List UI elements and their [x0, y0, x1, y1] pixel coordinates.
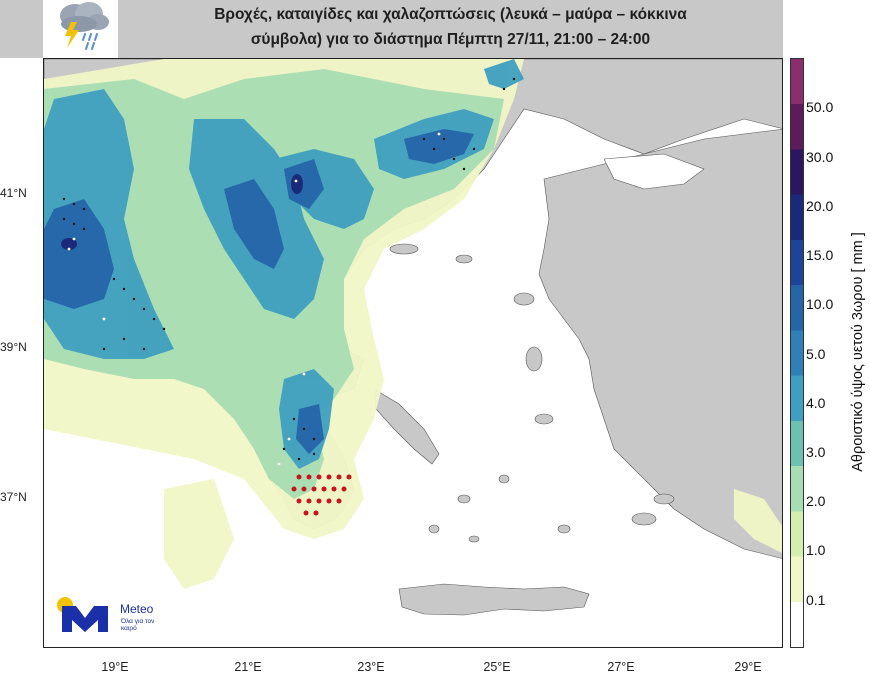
- colorbar-tick: 3.0: [806, 444, 826, 460]
- colorbar-tick: 15.0: [806, 247, 834, 263]
- storm-dots-white: [67, 132, 441, 466]
- header-band: [0, 0, 783, 58]
- precip-high: [44, 129, 474, 454]
- colorbar-tick: 1.0: [806, 542, 826, 558]
- precip-peak: [61, 174, 303, 250]
- lon-label: 23°E: [357, 660, 385, 674]
- colorbar: [790, 58, 804, 648]
- lon-label: 27°E: [607, 660, 635, 674]
- hail-markers: [291, 474, 352, 516]
- lat-label: 41°N: [0, 186, 27, 200]
- lat-label: 39°N: [0, 340, 27, 354]
- lon-label: 25°E: [483, 660, 511, 674]
- colorbar-tick: 0.1: [806, 592, 826, 608]
- storm-dots-black: [62, 77, 516, 461]
- page-title: Βροχές, καταιγίδες και χαλαζοπτώσεις (λε…: [214, 6, 687, 48]
- logo-tagline: Όλα για τον καιρό: [121, 618, 155, 632]
- precipitation-map: [43, 58, 783, 648]
- lon-label: 19°E: [101, 660, 129, 674]
- colorbar-tick: 30.0: [806, 149, 834, 165]
- colorbar-tick: 20.0: [806, 198, 834, 214]
- logo-name: Meteo: [120, 602, 154, 616]
- rain-cloud-lightning-icon: [43, 0, 118, 58]
- colorbar-tick: 4.0: [806, 395, 826, 411]
- colorbar-tick: 5.0: [806, 346, 826, 362]
- colorbar-tick: 2.0: [806, 493, 826, 509]
- colorbar-tick: 10.0: [806, 296, 834, 312]
- lon-label: 29°E: [734, 660, 762, 674]
- meteo-logo: [56, 592, 176, 640]
- colorbar-tick: 50.0: [806, 99, 834, 115]
- lon-label: 21°E: [234, 660, 262, 674]
- colorbar-title: Αθροιστικό ύψος υετού 3ωρου [ mm ]: [850, 232, 866, 472]
- lat-label: 37°N: [0, 490, 27, 504]
